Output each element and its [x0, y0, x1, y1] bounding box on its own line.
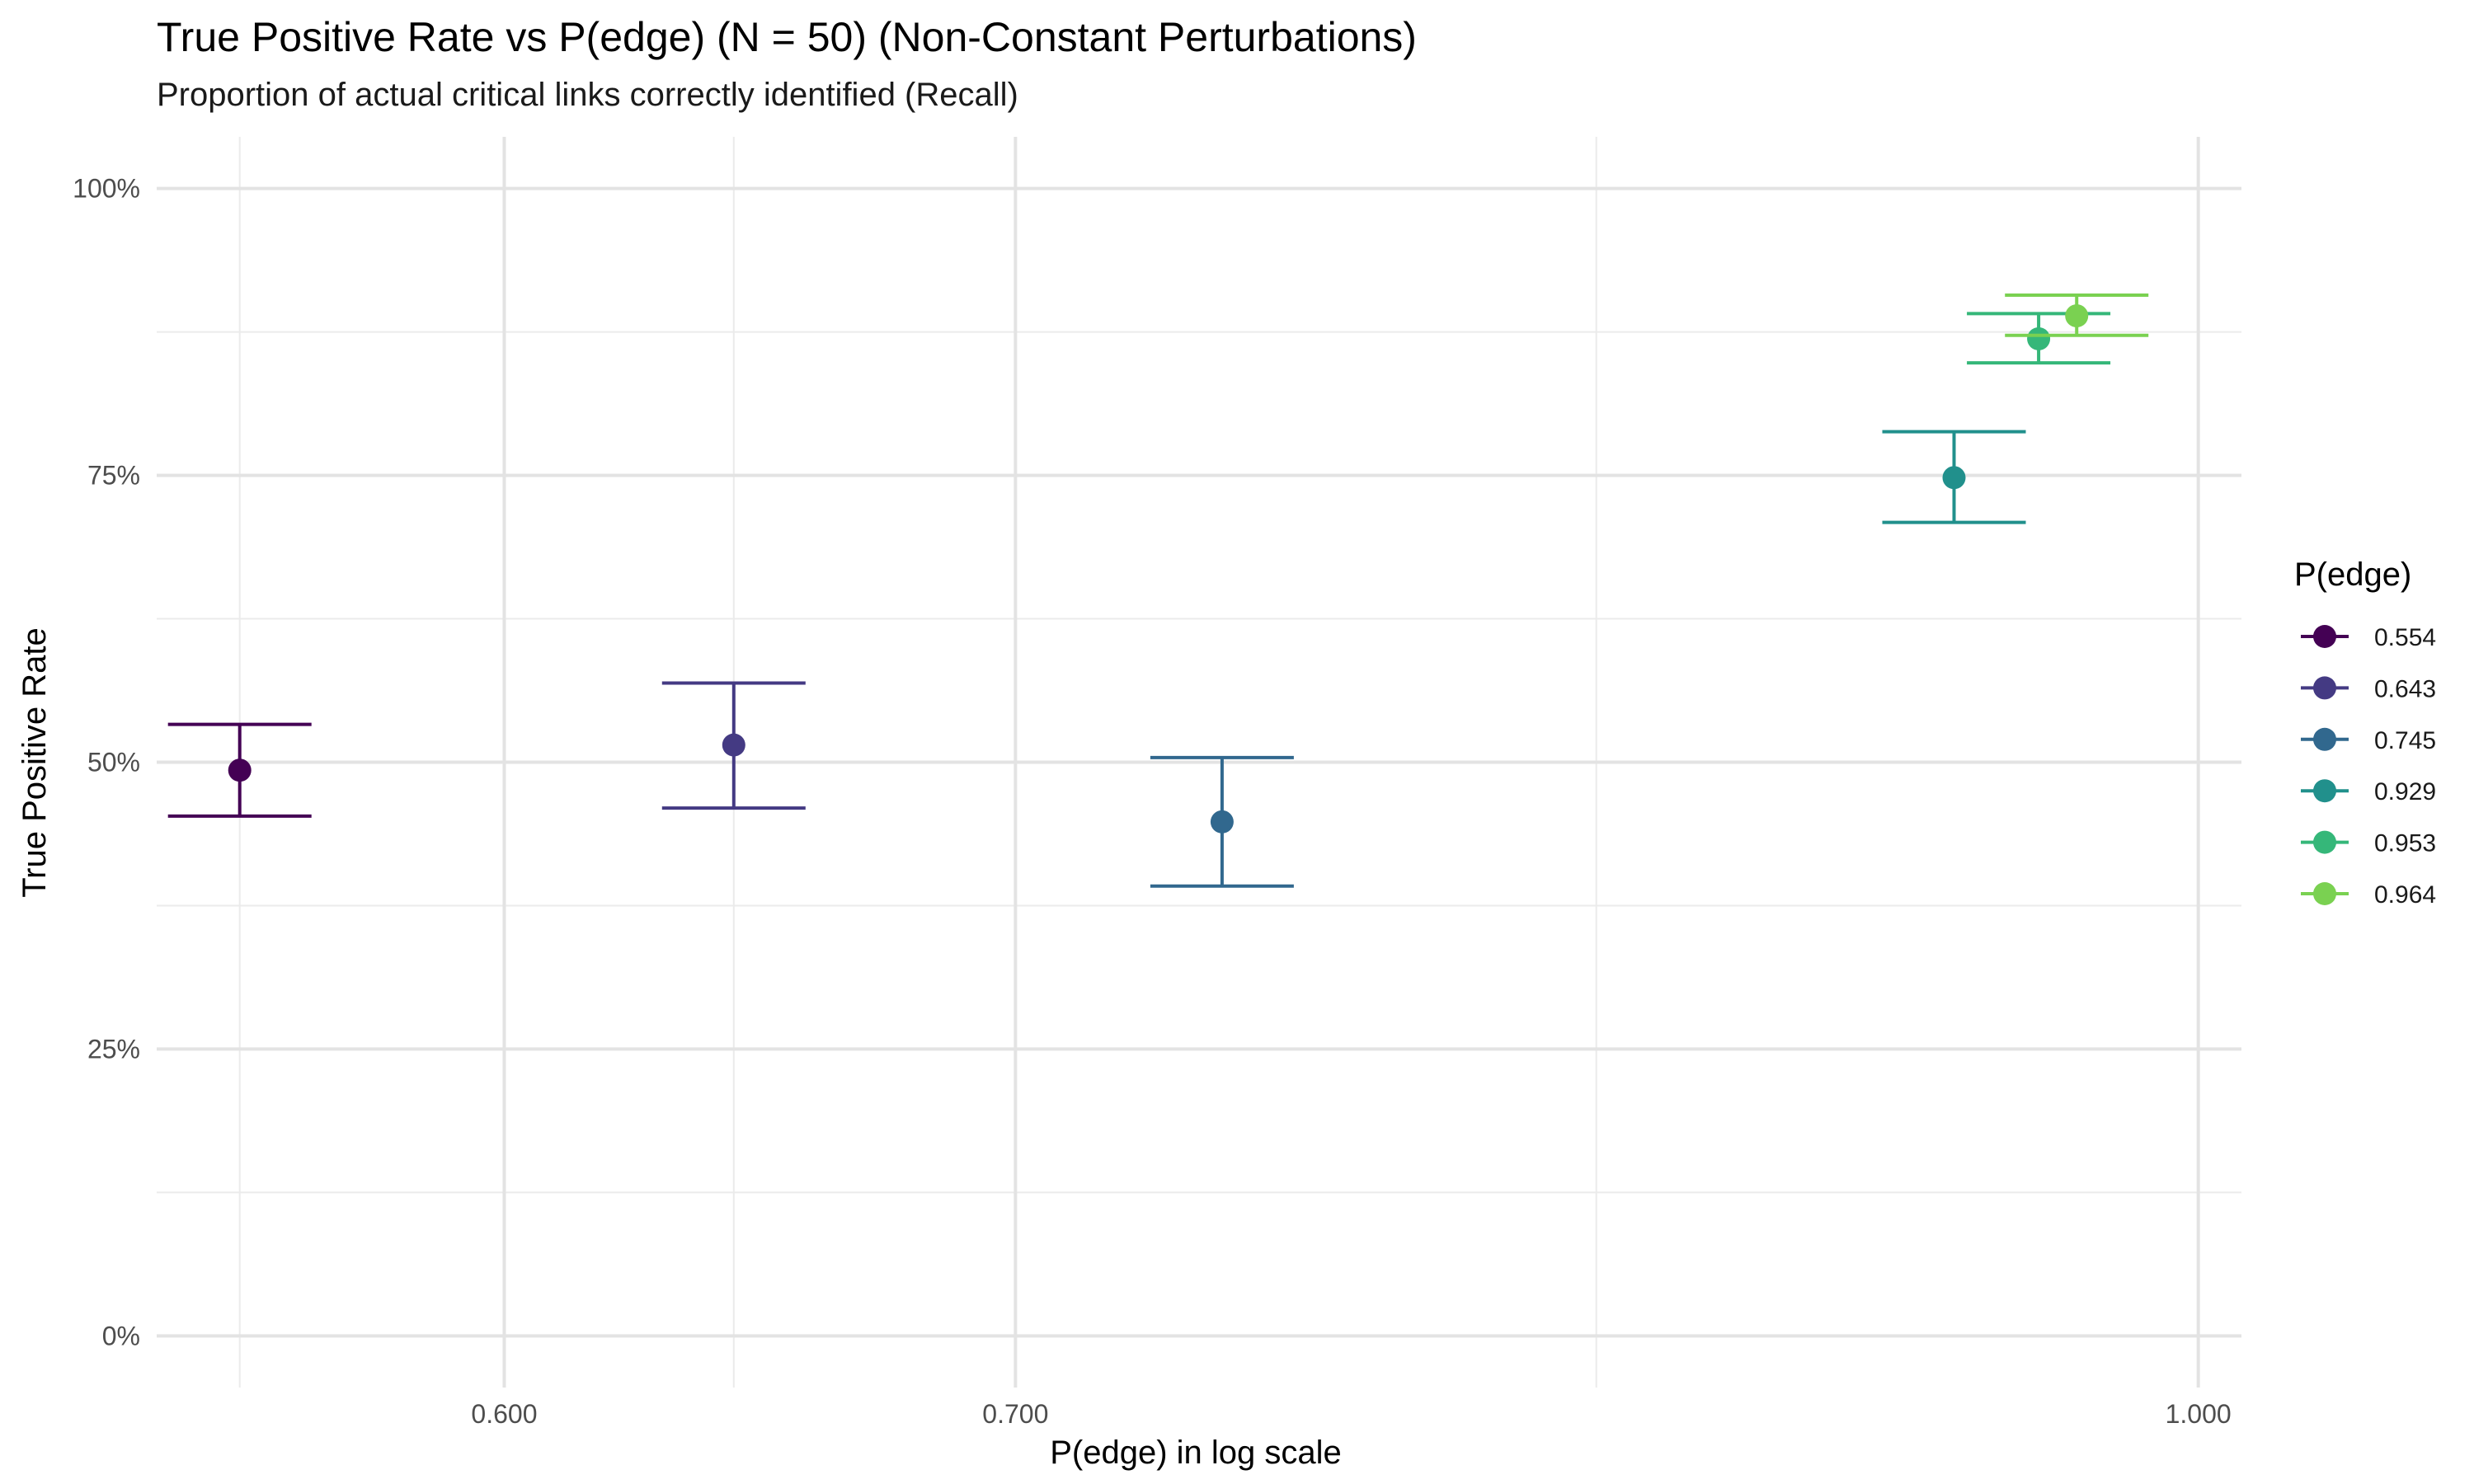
legend-key-marker — [2313, 676, 2336, 700]
x-tick-label: 1.000 — [2166, 1399, 2232, 1429]
y-axis-title: True Positive Rate — [16, 627, 53, 898]
data-point-group — [167, 722, 312, 818]
grid — [157, 137, 2241, 1388]
legend-label: 0.929 — [2374, 778, 2436, 805]
y-tick-label: 25% — [87, 1034, 140, 1064]
legend-label: 0.745 — [2374, 727, 2436, 754]
data-point — [2065, 304, 2089, 328]
legend-title: P(edge) — [2294, 556, 2411, 593]
data-point — [1210, 810, 1234, 834]
legend-key-marker — [2313, 830, 2336, 854]
chart-subtitle: Proportion of actual critical links corr… — [157, 77, 1018, 113]
data-point — [722, 733, 745, 757]
legend-label: 0.643 — [2374, 675, 2436, 702]
legend-item: 0.929 — [2301, 778, 2436, 805]
x-axis: 0.600 0.700 1.000 — [471, 1399, 2231, 1429]
legend-item: 0.964 — [2301, 881, 2436, 909]
y-tick-label: 0% — [102, 1321, 140, 1350]
legend-item: 0.554 — [2301, 624, 2436, 651]
x-tick-label: 0.600 — [471, 1399, 537, 1429]
y-tick-label: 50% — [87, 748, 140, 777]
data-point-group — [1150, 755, 1294, 888]
legend-label: 0.964 — [2374, 881, 2436, 909]
x-axis-title: P(edge) in log scale — [1050, 1435, 1342, 1471]
legend: P(edge) 0.554 0.643 0.745 0.929 0.953 0.964 — [2294, 556, 2436, 909]
legend-label: 0.953 — [2374, 830, 2436, 857]
y-axis: 0% 25% 50% 75% 100% — [73, 174, 140, 1351]
y-tick-label: 100% — [73, 174, 140, 204]
data-point-group — [2005, 294, 2149, 337]
y-tick-label: 75% — [87, 461, 140, 491]
data-point-group — [1967, 312, 2111, 365]
data-point-group — [661, 681, 806, 810]
chart-title: True Positive Rate vs P(edge) (N = 50) (… — [157, 14, 1417, 60]
data-point — [228, 758, 252, 782]
legend-key-marker — [2313, 779, 2336, 803]
x-tick-label: 0.700 — [982, 1399, 1048, 1429]
legend-item: 0.953 — [2301, 830, 2436, 857]
data-point — [2027, 326, 2051, 350]
data-point — [1942, 466, 1966, 490]
legend-item: 0.643 — [2301, 675, 2436, 702]
legend-key-marker — [2313, 625, 2336, 648]
legend-label: 0.554 — [2374, 624, 2436, 651]
data-point-group — [1882, 430, 2026, 524]
legend-key-marker — [2313, 727, 2336, 751]
legend-key-marker — [2313, 882, 2336, 905]
legend-item: 0.745 — [2301, 727, 2436, 754]
plot-area — [167, 294, 2149, 888]
